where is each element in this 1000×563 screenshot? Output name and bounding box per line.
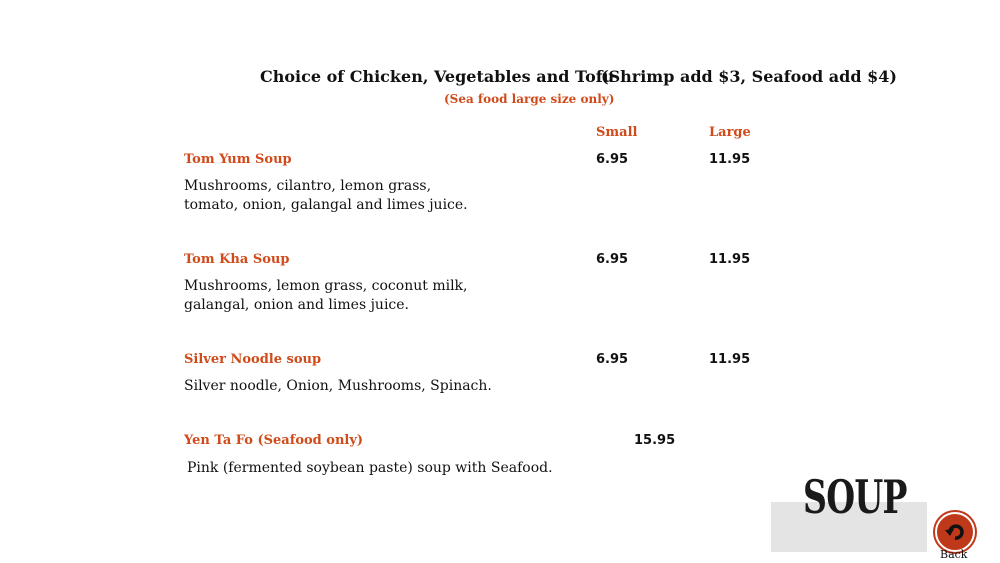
item-price: 15.95 — [634, 433, 676, 448]
choice-heading: Choice of Chicken, Vegetables and Tofu — [260, 67, 615, 86]
item-description: Mushrooms, lemon grass, coconut milk, ga… — [184, 278, 468, 313]
addons-heading: (Shrimp add $3, Seafood add $4) — [601, 67, 897, 86]
item-price-small: 6.95 — [596, 252, 629, 267]
section-title: SOUP — [803, 470, 907, 524]
item-price-small: 6.95 — [596, 352, 629, 367]
back-button[interactable] — [935, 512, 975, 552]
item-name: Silver Noodle soup — [184, 352, 322, 367]
item-name: Tom Kha Soup — [184, 252, 290, 267]
back-label[interactable]: Back — [940, 548, 968, 561]
item-description: Silver noodle, Onion, Mushrooms, Spinach… — [184, 378, 492, 394]
item-name: Yen Ta Fo (Seafood only) — [184, 433, 364, 448]
undo-arrow-icon — [945, 524, 964, 540]
item-price-small: 6.95 — [596, 152, 629, 167]
column-large: Large — [709, 125, 751, 140]
item-price-large: 11.95 — [709, 352, 751, 367]
item-description: Mushrooms, cilantro, lemon grass, tomato… — [184, 178, 468, 213]
seafood-note: (Sea food large size only) — [444, 92, 615, 106]
column-small: Small — [596, 125, 638, 140]
title-background — [771, 502, 927, 552]
item-price-large: 11.95 — [709, 152, 751, 167]
item-description: Pink (fermented soybean paste) soup with… — [187, 460, 553, 476]
item-price-large: 11.95 — [709, 252, 751, 267]
item-name: Tom Yum Soup — [184, 152, 292, 167]
